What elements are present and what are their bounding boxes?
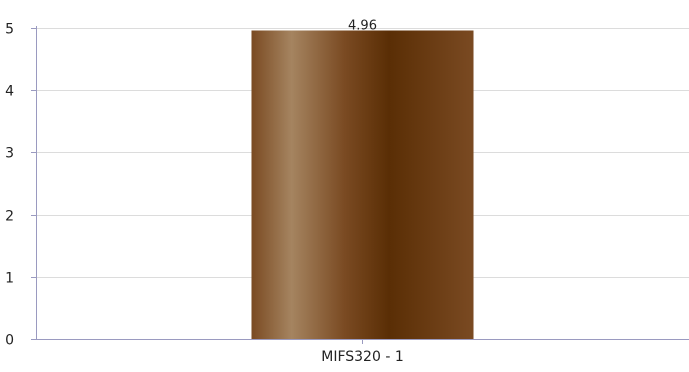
y-tick-label: 1 [5,271,14,287]
y-tick-label: 0 [5,333,14,349]
y-tick-label: 2 [5,209,14,225]
y-tick-label: 5 [5,22,14,38]
bar-data-label: 4.96 [348,18,377,33]
y-tick-label: 3 [5,146,14,162]
bar-mifs320---1 [251,30,474,339]
x-category-label: MIFS320 - 1 [321,349,403,365]
y-tick-label: 4 [5,84,14,100]
